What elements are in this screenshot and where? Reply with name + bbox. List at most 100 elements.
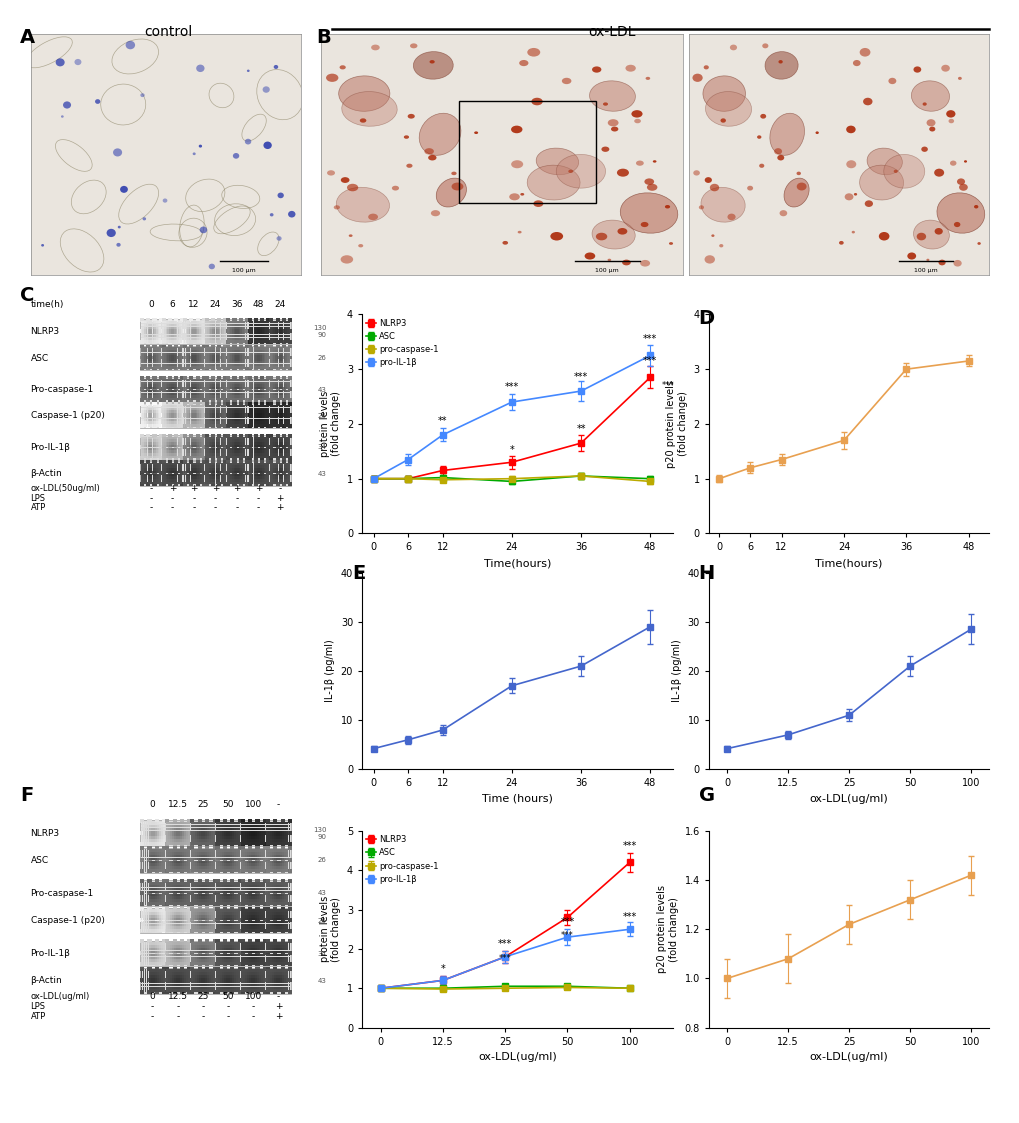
Bar (288, 959, 290, 962)
Bar (240, 975, 243, 978)
Bar (245, 896, 247, 898)
Bar (268, 969, 270, 971)
Bar (260, 439, 262, 441)
Bar (255, 456, 257, 458)
Bar (235, 332, 236, 335)
Bar (185, 378, 186, 381)
Bar (227, 335, 228, 337)
Bar (173, 987, 175, 989)
Bar (220, 946, 222, 948)
Bar (144, 450, 146, 453)
Bar (263, 973, 265, 975)
Bar (191, 338, 192, 340)
Bar (156, 442, 157, 445)
Bar (159, 951, 160, 953)
Bar (180, 424, 182, 427)
Bar (286, 378, 288, 381)
Bar (199, 356, 201, 358)
Bar (177, 980, 179, 984)
Bar (282, 882, 284, 885)
Bar (260, 360, 262, 364)
Bar (165, 864, 167, 866)
Bar (248, 858, 252, 861)
Circle shape (928, 127, 934, 131)
Bar (149, 912, 151, 914)
Bar (207, 921, 209, 923)
Bar (236, 450, 238, 453)
Bar (177, 439, 179, 441)
Bar (177, 915, 179, 917)
Bar (170, 382, 172, 384)
Bar (165, 967, 169, 970)
Bar (233, 364, 235, 366)
Bar (156, 448, 157, 450)
Bar (151, 353, 152, 355)
Bar (240, 439, 242, 441)
Bar (217, 433, 221, 438)
Bar (285, 413, 286, 416)
Bar (236, 445, 238, 447)
Bar (220, 953, 222, 956)
Bar (215, 967, 219, 970)
Bar (151, 395, 152, 398)
Bar (245, 957, 247, 959)
Bar (189, 445, 191, 447)
Bar (205, 398, 207, 401)
Bar (149, 894, 151, 896)
Bar (218, 912, 220, 914)
Bar (254, 424, 258, 428)
Bar (183, 860, 185, 864)
Bar (199, 831, 201, 833)
Bar (261, 833, 263, 836)
Bar (179, 900, 181, 902)
Bar (161, 329, 165, 334)
Bar (249, 888, 251, 891)
Bar (199, 900, 201, 902)
Bar (169, 866, 171, 869)
Bar (205, 930, 209, 933)
Bar (157, 953, 158, 956)
Bar (185, 408, 186, 410)
Bar (254, 366, 258, 371)
Bar (205, 822, 207, 824)
Bar (185, 390, 186, 392)
Bar (183, 360, 185, 364)
Bar (193, 335, 194, 337)
Bar (262, 437, 263, 439)
Bar (198, 332, 199, 335)
Bar (224, 969, 226, 971)
Bar (286, 917, 288, 921)
Text: time(h): time(h) (31, 300, 64, 309)
Bar (280, 353, 281, 355)
Bar (260, 356, 262, 358)
Bar (266, 399, 270, 402)
Bar (167, 398, 169, 401)
Bar (158, 471, 159, 474)
Bar (211, 980, 213, 984)
Bar (183, 395, 185, 398)
Bar (198, 393, 199, 395)
Bar (255, 858, 259, 861)
Bar (191, 356, 192, 358)
Bar (151, 453, 152, 456)
Bar (211, 942, 213, 944)
Bar (167, 456, 169, 458)
Bar (288, 989, 290, 992)
Bar (266, 858, 270, 861)
Bar (197, 894, 199, 896)
Bar (191, 969, 193, 971)
Bar (158, 439, 159, 441)
Bar (286, 822, 288, 824)
Bar (144, 338, 146, 340)
Bar (172, 411, 174, 413)
Bar (222, 405, 223, 408)
Bar (250, 356, 252, 358)
Bar (232, 424, 236, 428)
Bar (222, 885, 224, 887)
Bar (165, 962, 169, 967)
Bar (173, 849, 175, 851)
Bar (280, 891, 284, 895)
Bar (173, 910, 175, 912)
Bar (153, 340, 154, 343)
Bar (210, 411, 212, 413)
